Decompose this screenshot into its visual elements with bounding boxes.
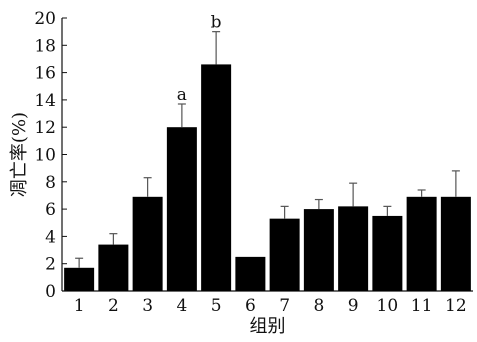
- y-tick-label: 16: [34, 64, 56, 84]
- y-tick-label: 18: [34, 36, 56, 56]
- x-tick-label: 8: [313, 296, 324, 316]
- y-ticks: 0 2 4 6 8 10 12 14 16 18 20: [34, 9, 67, 302]
- y-tick-label: 6: [45, 200, 56, 220]
- y-tick-label: 4: [45, 227, 56, 247]
- y-axis-title: 凋亡率(%): [9, 112, 30, 197]
- bar: [303, 209, 334, 291]
- y-tick-label: 0: [45, 282, 56, 302]
- x-tick-label: 2: [108, 296, 119, 316]
- bar: [98, 244, 129, 291]
- x-tick-label: 5: [211, 296, 222, 316]
- bar-annotation: b: [211, 13, 222, 33]
- bar: [372, 215, 403, 291]
- bar-annotation: a: [177, 85, 187, 105]
- bar: [132, 196, 163, 291]
- bars: [64, 64, 471, 291]
- x-tick-label: 9: [348, 296, 359, 316]
- y-tick-label: 12: [34, 118, 56, 138]
- bar: [64, 267, 95, 291]
- x-tick-label: 7: [279, 296, 290, 316]
- y-tick-label: 20: [34, 9, 56, 29]
- bar: [269, 218, 300, 291]
- bar: [406, 196, 437, 291]
- x-axis-title: 组别: [250, 316, 286, 337]
- x-tick-label: 6: [245, 296, 256, 316]
- y-tick-label: 8: [45, 173, 56, 193]
- bar: [166, 127, 197, 291]
- x-tick-label: 11: [411, 296, 433, 316]
- annotations: ab: [177, 13, 222, 105]
- x-tick-label: 1: [74, 296, 85, 316]
- x-tick-label: 10: [377, 296, 399, 316]
- bar: [201, 64, 232, 291]
- x-tick-label: 12: [445, 296, 467, 316]
- bar: [440, 196, 471, 291]
- y-tick-label: 10: [34, 146, 56, 166]
- x-ticks: 1 2 3 4 5 6 7 8 9 10 11 12: [74, 296, 467, 316]
- bar: [338, 206, 369, 291]
- x-tick-label: 3: [142, 296, 153, 316]
- bar: [235, 256, 266, 291]
- y-tick-label: 14: [34, 91, 56, 111]
- error-bars: [75, 31, 460, 268]
- y-tick-label: 2: [45, 255, 56, 275]
- x-tick-label: 4: [176, 296, 187, 316]
